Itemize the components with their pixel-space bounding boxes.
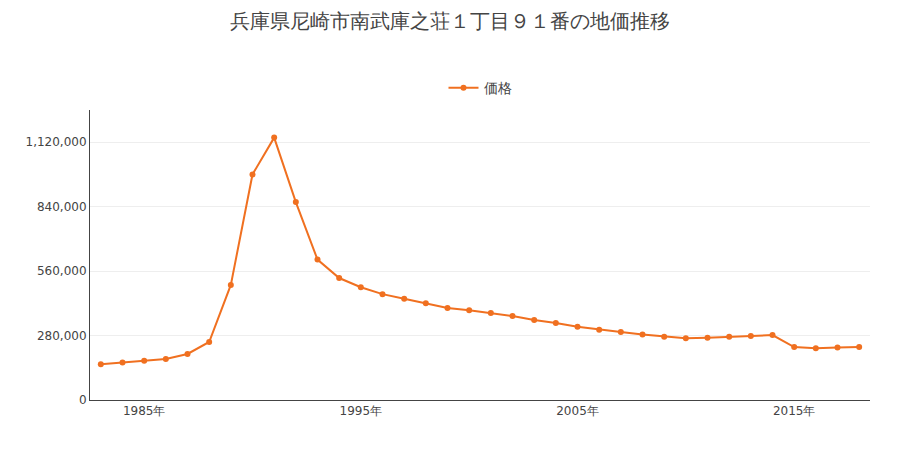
- svg-text:1995年: 1995年: [340, 404, 383, 418]
- svg-text:280,000: 280,000: [37, 329, 87, 343]
- svg-text:1,120,000: 1,120,000: [26, 135, 87, 149]
- svg-text:2015年: 2015年: [773, 404, 816, 418]
- svg-text:2005年: 2005年: [556, 404, 599, 418]
- svg-text:価格: 価格: [484, 80, 512, 96]
- svg-text:0: 0: [79, 393, 87, 407]
- svg-text:兵庫県尼崎市南武庫之荘１丁目９１番の地価推移: 兵庫県尼崎市南武庫之荘１丁目９１番の地価推移: [230, 9, 670, 33]
- svg-text:560,000: 560,000: [37, 264, 87, 278]
- svg-text:840,000: 840,000: [37, 200, 87, 214]
- svg-text:1985年: 1985年: [123, 404, 166, 418]
